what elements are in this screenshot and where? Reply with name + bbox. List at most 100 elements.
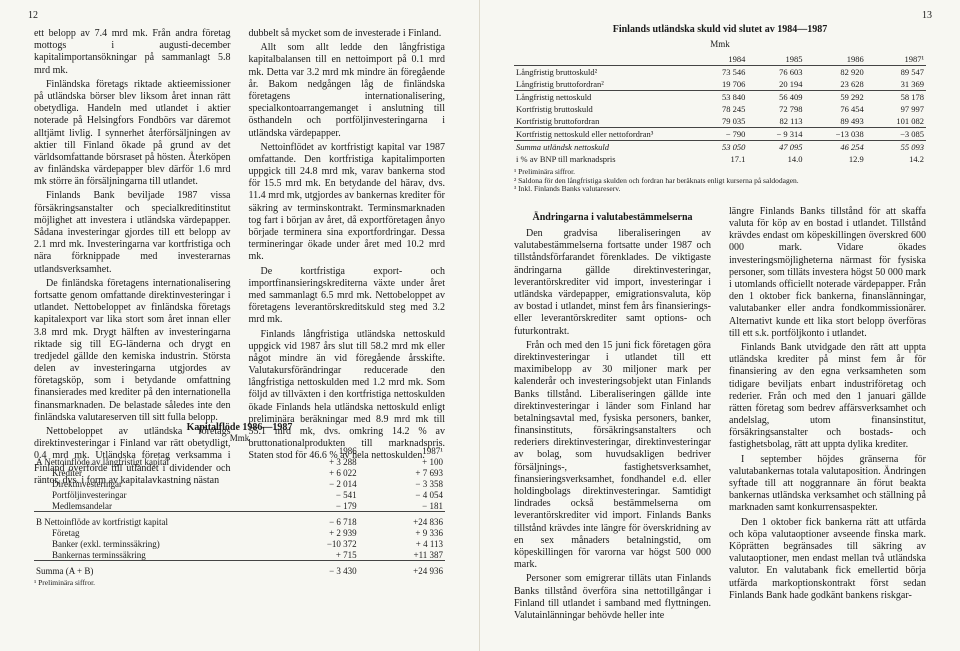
cell: Långfristig bruttoskuld²	[514, 66, 695, 79]
cell: 46 254	[805, 141, 866, 154]
capflow-sub: Företag	[34, 527, 272, 538]
cell: 56 409	[747, 91, 804, 104]
left-col-2: dubbelt så mycket som de investerade i F…	[249, 28, 446, 408]
cell: +24 836	[359, 516, 445, 527]
paragraph: dubbelt så mycket som de investerade i F…	[249, 28, 446, 40]
cell: 55 093	[866, 141, 926, 154]
paragraph: Den gradvisa liberaliseringen av valutab…	[514, 228, 711, 338]
page-spread: 12 ett belopp av 7.4 mrd mk. Från andra …	[0, 0, 960, 651]
page-13: 13 Finlands utländska skuld vid slutet a…	[480, 0, 960, 651]
left-col-1: ett belopp av 7.4 mrd mk. Från andra för…	[34, 28, 231, 408]
cell: Långfristig nettoskuld	[514, 91, 695, 104]
year-head: 1984	[695, 53, 747, 66]
paragraph: längre Finlands Banks tillstånd för att …	[729, 206, 926, 340]
cell: − 9 314	[747, 128, 804, 141]
cell: −13 038	[805, 128, 866, 141]
cell: +11 387	[359, 549, 445, 561]
capital-flow-table: 1986 1987¹ A Nettoinflöde av långfristig…	[34, 445, 445, 576]
cell: − 3 430	[272, 565, 358, 576]
page-number-left: 12	[28, 10, 38, 21]
paragraph: I september höjdes gränserna för valutab…	[729, 454, 926, 515]
debt-table: 1984 1985 1986 1987¹ Långfristig bruttos…	[514, 53, 926, 165]
cell: Summa utländsk nettoskuld	[514, 141, 695, 154]
cell: 20 194	[747, 78, 804, 91]
cell: 47 095	[747, 141, 804, 154]
year-head: 1987¹	[866, 53, 926, 66]
right-col-2: längre Finlands Banks tillstånd för att …	[729, 206, 926, 624]
cell: − 790	[695, 128, 747, 141]
paragraph: Allt som allt ledde den långfristiga kap…	[249, 42, 446, 140]
cell: 53 050	[695, 141, 747, 154]
cell: 14.2	[866, 153, 926, 165]
right-page-columns: Ändringarna i valutabestämmelserna Den g…	[514, 206, 926, 624]
footnote: ³ Inkl. Finlands Banks valutareserv.	[514, 185, 926, 194]
cell: 89 547	[866, 66, 926, 79]
paragraph: Nettoinflödet av kortfristigt kapital va…	[249, 142, 446, 264]
debt-table-title: Finlands utländska skuld vid slutet av 1…	[514, 24, 926, 35]
cell: 19 706	[695, 78, 747, 91]
cell: + 4 113	[359, 538, 445, 549]
debt-table-unit: Mmk	[514, 39, 926, 49]
cell: 59 292	[805, 91, 866, 104]
cell: 12.9	[805, 153, 866, 165]
paragraph: Från och med den 15 juni fick företagen …	[514, 340, 711, 572]
paragraph: De kortfristiga export- och importfinans…	[249, 266, 446, 327]
page-number-right: 13	[922, 10, 932, 21]
capflow-sub: Portföljinvesteringar	[34, 489, 272, 500]
debt-table-wrap: Finlands utländska skuld vid slutet av 1…	[514, 24, 926, 194]
cell: + 6 022	[272, 467, 358, 478]
cell: 76 454	[805, 103, 866, 115]
cell: Långfristig bruttofordran²	[514, 78, 695, 91]
cell: 53 840	[695, 91, 747, 104]
cell: 23 628	[805, 78, 866, 91]
paragraph: Finlands Bank beviljade 1987 vissa försä…	[34, 190, 231, 275]
cell: 89 493	[805, 115, 866, 128]
cell: 76 603	[747, 66, 804, 79]
cell: + 2 939	[272, 527, 358, 538]
cell: − 2 014	[272, 478, 358, 489]
capflow-row-label: A Nettoinflöde av långfristigt kapital	[34, 456, 272, 467]
cell: 82 113	[747, 115, 804, 128]
section-heading: Ändringarna i valutabestämmelserna	[514, 212, 711, 224]
cell: 17.1	[695, 153, 747, 165]
capflow-sub: Banker (exkl. terminssäkring)	[34, 538, 272, 549]
paragraph: Finlands Bank utvidgade den rätt att upp…	[729, 342, 926, 452]
cell: 31 369	[866, 78, 926, 91]
cell: − 541	[272, 489, 358, 500]
page-12: 12 ett belopp av 7.4 mrd mk. Från andra …	[0, 0, 480, 651]
cell: −10 372	[272, 538, 358, 549]
year-head: 1985	[747, 53, 804, 66]
cell: Kortfristig bruttoskuld	[514, 103, 695, 115]
cell: 72 798	[747, 103, 804, 115]
cell: + 7 693	[359, 467, 445, 478]
capflow-footnote: ¹ Preliminära siffror.	[34, 579, 445, 588]
paragraph: De finländska företagens internationalis…	[34, 278, 231, 424]
paragraph: Personer som emigrerar tilläts utan Finl…	[514, 573, 711, 622]
cell: Kortfristig bruttofordran	[514, 115, 695, 128]
cell: +24 936	[359, 565, 445, 576]
capflow-sub: Bankernas terminssäkring	[34, 549, 272, 561]
cell: − 179	[272, 500, 358, 512]
cell: Kortfristig nettoskuld eller nettofordra…	[514, 128, 695, 141]
cell: 78 245	[695, 103, 747, 115]
cell: − 6 718	[272, 516, 358, 527]
paragraph: ett belopp av 7.4 mrd mk. Från andra för…	[34, 28, 231, 77]
cell: − 3 358	[359, 478, 445, 489]
cell: 82 920	[805, 66, 866, 79]
debt-table-footnotes: ¹ Preliminära siffror. ² Saldona för den…	[514, 168, 926, 194]
cell: + 9 336	[359, 527, 445, 538]
capflow-sum-label: Summa (A + B)	[34, 565, 272, 576]
cell: 101 082	[866, 115, 926, 128]
cell: 14.0	[747, 153, 804, 165]
cell: i % av BNP till marknadspris	[514, 153, 695, 165]
left-page-columns: ett belopp av 7.4 mrd mk. Från andra för…	[34, 28, 445, 408]
cell: − 4 054	[359, 489, 445, 500]
cell: + 715	[272, 549, 358, 561]
cell: −3 085	[866, 128, 926, 141]
year-head: 1986	[805, 53, 866, 66]
capflow-row-label: B Nettoinflöde av kortfristigt kapital	[34, 516, 272, 527]
cell: 79 035	[695, 115, 747, 128]
paragraph: Finländska företags riktade aktieemissio…	[34, 79, 231, 189]
paragraph: Finlands långfristiga utländska nettosku…	[249, 329, 446, 463]
cell: 97 997	[866, 103, 926, 115]
